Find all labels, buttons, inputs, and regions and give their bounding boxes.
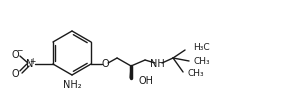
- Text: NH: NH: [150, 59, 164, 69]
- Text: H₃C: H₃C: [193, 43, 210, 52]
- Text: +: +: [29, 56, 35, 66]
- Text: O: O: [11, 69, 19, 79]
- Text: CH₃: CH₃: [187, 70, 204, 79]
- Text: CH₃: CH₃: [193, 57, 210, 66]
- Text: O: O: [11, 50, 19, 60]
- Text: NH₂: NH₂: [63, 80, 81, 90]
- Text: O: O: [101, 59, 109, 69]
- Text: N: N: [26, 59, 34, 69]
- Text: OH: OH: [138, 76, 153, 86]
- Text: −: −: [16, 47, 22, 56]
